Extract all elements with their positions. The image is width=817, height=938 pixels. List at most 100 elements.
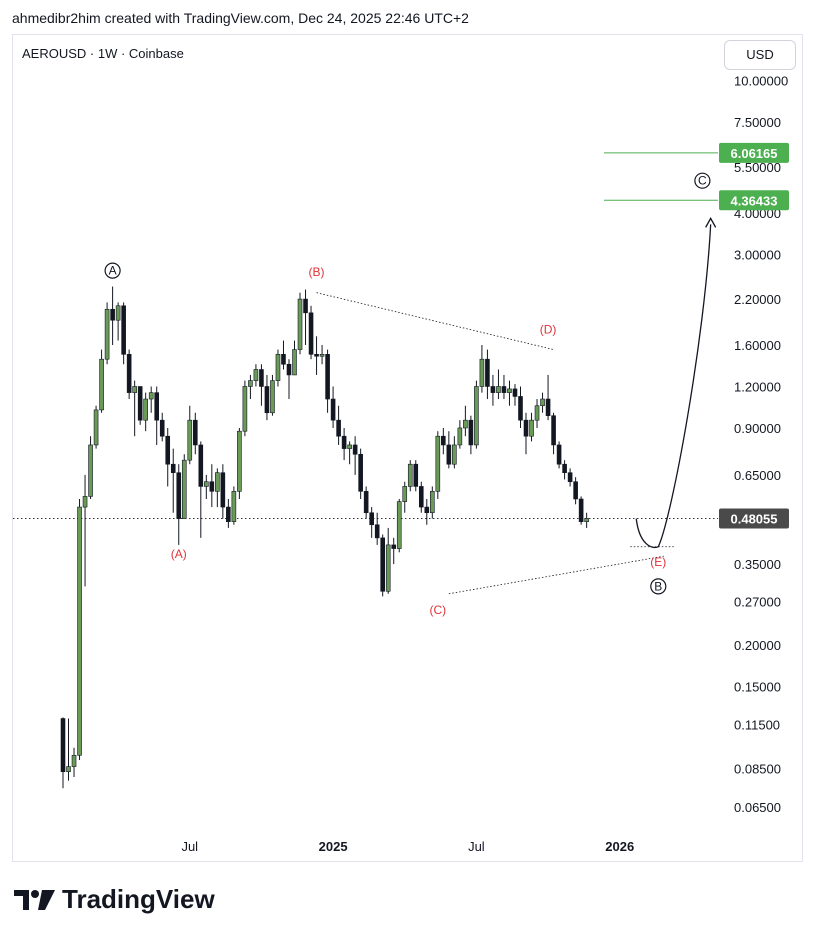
candle-body: [82, 496, 88, 508]
candle: [292, 340, 297, 376]
candle: [176, 464, 182, 545]
candle: [71, 747, 77, 777]
candle-body: [352, 444, 358, 455]
candle-body: [523, 419, 529, 437]
candle-body: [474, 386, 479, 446]
y-tick-label: 7.50000: [734, 115, 781, 130]
candle: [573, 477, 578, 505]
candle: [468, 415, 474, 455]
candle-body: [556, 444, 562, 465]
candle-body: [60, 718, 66, 772]
y-tick-label: 5.50000: [734, 160, 781, 175]
candle-body: [248, 380, 253, 387]
candle-body: [270, 380, 275, 414]
candle: [275, 349, 281, 387]
candle: [518, 386, 523, 428]
candle: [110, 286, 115, 345]
y-tick-label: 0.35000: [734, 557, 781, 572]
candle: [88, 436, 93, 499]
triangle-trendline: [448, 555, 664, 595]
candle-body: [181, 459, 187, 519]
price-axis: 10.000007.500005.500004.000003.000002.20…: [734, 74, 788, 815]
candle: [204, 474, 209, 499]
candle: [192, 412, 198, 455]
wave-label: B: [654, 579, 662, 593]
candle-body: [209, 481, 215, 492]
candle: [270, 374, 275, 416]
target-price-tag: 4.36433: [731, 193, 778, 208]
candle: [82, 474, 88, 587]
y-tick-label: 0.06500: [734, 800, 781, 815]
candle-body: [391, 544, 397, 549]
candle: [215, 468, 220, 508]
wave-label: C: [698, 174, 707, 188]
candle-body: [402, 486, 408, 502]
candle: [259, 364, 264, 406]
candle: [237, 427, 242, 499]
candle-body: [435, 435, 441, 492]
candle: [540, 392, 545, 413]
candle: [115, 302, 121, 341]
candle: [170, 448, 176, 513]
candle: [463, 405, 468, 437]
candle-body: [110, 308, 115, 321]
candle: [253, 364, 259, 387]
candle: [446, 431, 452, 469]
candle-body: [341, 435, 347, 449]
candle-body: [501, 386, 507, 393]
y-tick-label: 1.60000: [734, 338, 781, 353]
candle: [126, 349, 132, 400]
candle-body: [413, 463, 419, 487]
candle: [248, 374, 253, 400]
candle: [501, 374, 507, 400]
y-tick-label: 3.00000: [734, 247, 781, 262]
candle-body: [115, 305, 121, 321]
candle-body: [297, 298, 303, 350]
wave-label-circle: [694, 172, 711, 189]
chart-credit: ahmedibr2him created with TradingView.co…: [12, 10, 469, 26]
candle-body: [330, 398, 336, 421]
candle-body: [551, 415, 556, 446]
candle-body: [303, 298, 308, 314]
wave-label: (B): [309, 265, 325, 279]
candle-body: [374, 524, 380, 539]
candle-body: [66, 766, 71, 772]
candle: [132, 380, 137, 437]
candle-body: [226, 506, 231, 522]
candle: [231, 486, 237, 525]
candle: [430, 486, 435, 519]
candle-body: [363, 491, 369, 514]
candle-body: [567, 472, 573, 483]
candle-body: [452, 444, 457, 465]
candle: [137, 386, 143, 425]
candle: [584, 512, 589, 528]
candle: [485, 349, 490, 400]
candle-body: [159, 419, 165, 437]
annotation-lines: [13, 152, 718, 595]
tradingview-logo-icon: [14, 889, 55, 910]
candle: [496, 369, 501, 400]
candle: [452, 436, 457, 469]
candle-body: [518, 396, 523, 421]
candle: [104, 302, 110, 365]
candle: [319, 345, 325, 365]
candle: [66, 718, 71, 781]
candle: [435, 431, 441, 499]
brand-name: TradingView: [62, 884, 215, 914]
wave-label: (D): [540, 323, 557, 337]
candle: [385, 527, 391, 594]
candle-body: [463, 419, 468, 429]
candle-body: [512, 388, 518, 397]
currency-button[interactable]: USD: [724, 40, 796, 70]
candle-body: [540, 398, 545, 407]
candle-body: [380, 537, 385, 592]
candle-body: [319, 354, 325, 357]
candle-body: [418, 486, 424, 508]
candle: [396, 498, 402, 553]
candle-body: [578, 498, 584, 522]
candle-body: [407, 463, 413, 487]
x-tick-label: 2025: [319, 839, 348, 854]
x-tick-label: Jul: [181, 839, 198, 854]
wave-label: (A): [171, 547, 187, 561]
